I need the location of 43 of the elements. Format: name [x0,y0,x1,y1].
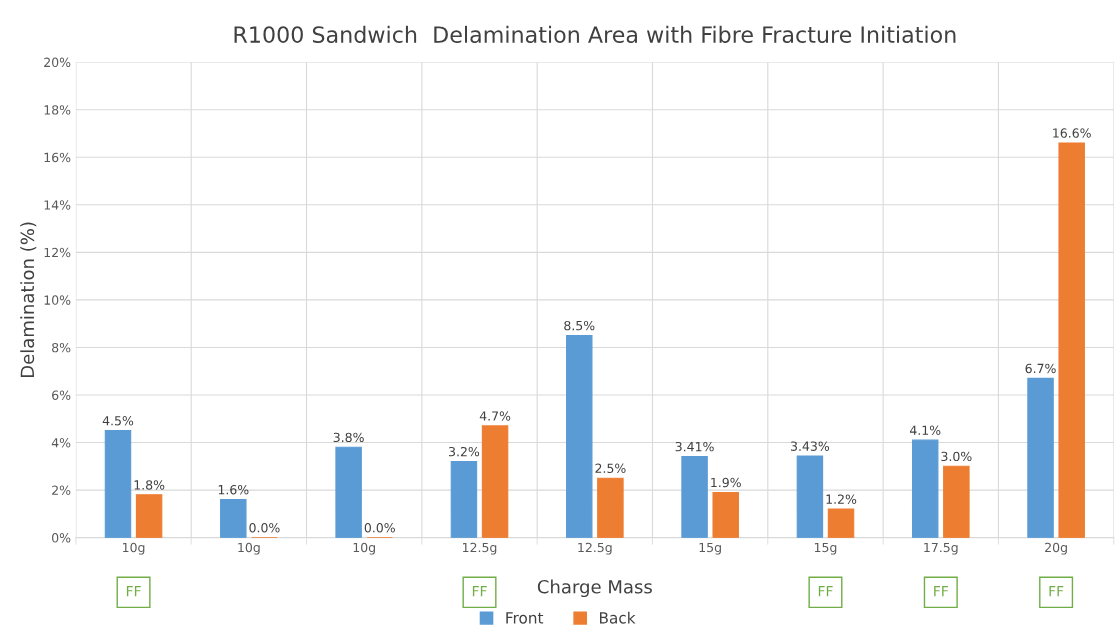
y-tick-label: 12% [44,247,71,258]
category-label: 12.5g FF [463,542,497,597]
category-label: 10g FF [123,542,145,597]
data-label: 3.8% [333,432,364,443]
category-label: 20g FF [1045,542,1067,597]
y-tick-label: 2% [52,485,71,496]
data-label: 2.5% [595,463,626,473]
data-label: 4.7% [479,411,511,421]
data-label: 1.2% [826,494,857,504]
y-tick-label: 20% [44,57,71,68]
data-label: 1.9% [711,477,741,488]
legend-label: Back [599,611,636,624]
data-label: 1.8% [134,480,165,490]
x-tick-label: 12.5g [578,542,612,555]
x-tick-label: 10g [353,542,375,555]
y-axis-title: Delamination (%) [20,222,37,377]
data-label: 3.41% [675,441,714,452]
data-label: 16.6% [1053,128,1091,138]
x-axis-title: Charge Mass [537,579,652,598]
x-tick-label: 15g [699,542,721,555]
data-label: 0.0% [249,522,280,533]
category-label: 15g FF [814,542,837,597]
legend-label: Front [506,612,544,624]
data-label: 0.0% [364,522,395,533]
y-tick-label: 16% [44,152,71,163]
x-tick-label: 10g [238,542,260,555]
y-tick-label: 4% [51,438,71,448]
data-label: 3.2% [449,446,480,457]
y-tick-label: 6% [52,390,71,400]
data-label: 4.1% [909,425,941,435]
y-tick-label: 10% [44,295,71,305]
y-tick-label: 18% [44,105,71,115]
y-tick-label: 0% [52,533,71,543]
chart-title: R1000 Sandwich Delamination Area with Fibre Fracture Initiation [234,25,956,43]
data-label: 3.43% [791,441,830,451]
y-tick-label: 14% [44,200,71,210]
y-tick-label: 8% [52,342,71,353]
data-label: 3.0% [941,451,972,462]
category-label: 17.5g FF [924,542,958,597]
data-label: 4.5% [102,415,134,426]
data-label: 8.5% [564,320,595,331]
data-label: 1.6% [218,484,249,495]
data-label: 6.7% [1025,363,1056,374]
